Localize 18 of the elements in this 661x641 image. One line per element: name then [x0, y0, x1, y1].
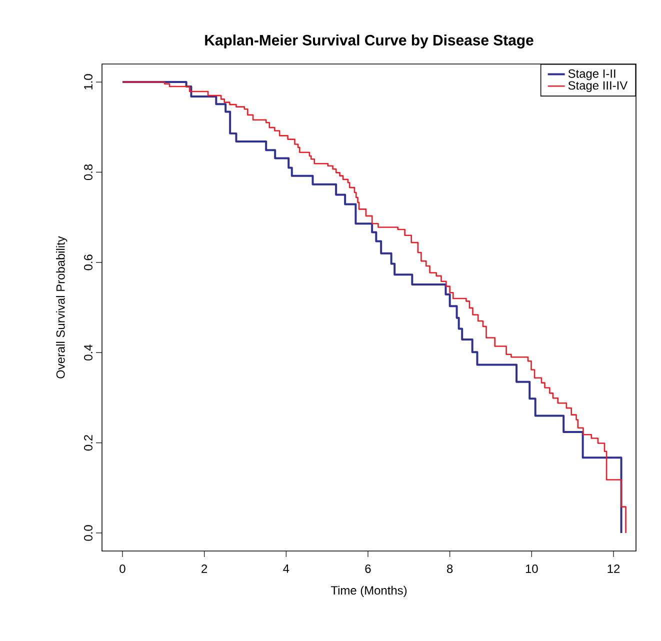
x-axis-title: Time (Months) — [330, 586, 407, 597]
chart-title: Kaplan-Meier Survival Curve by Disease Stage — [205, 34, 534, 48]
y-tick-label: 0.6 — [84, 254, 92, 270]
x-tick-label: 2 — [202, 564, 208, 573]
x-tick-label: 10 — [526, 564, 538, 573]
x-tick-label: 12 — [608, 564, 620, 573]
y-tick-label: 0.0 — [84, 525, 92, 541]
legend-label: Stage III-IV — [568, 81, 628, 92]
y-tick-label: 1.0 — [84, 74, 92, 90]
y-axis-title: Overall Survival Probability — [56, 236, 68, 378]
y-tick-label: 0.8 — [84, 164, 92, 180]
legend-label: Stage I-II — [568, 69, 616, 80]
x-tick-label: 6 — [365, 564, 371, 573]
x-tick-label: 0 — [120, 564, 126, 573]
y-tick-label: 0.4 — [84, 344, 92, 360]
y-tick-label: 0.2 — [84, 435, 92, 451]
x-tick-label: 4 — [283, 564, 290, 573]
x-tick-label: 8 — [447, 564, 453, 573]
